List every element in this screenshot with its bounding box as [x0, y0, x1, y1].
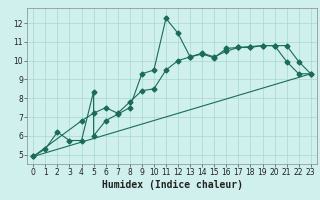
X-axis label: Humidex (Indice chaleur): Humidex (Indice chaleur) [101, 180, 243, 190]
